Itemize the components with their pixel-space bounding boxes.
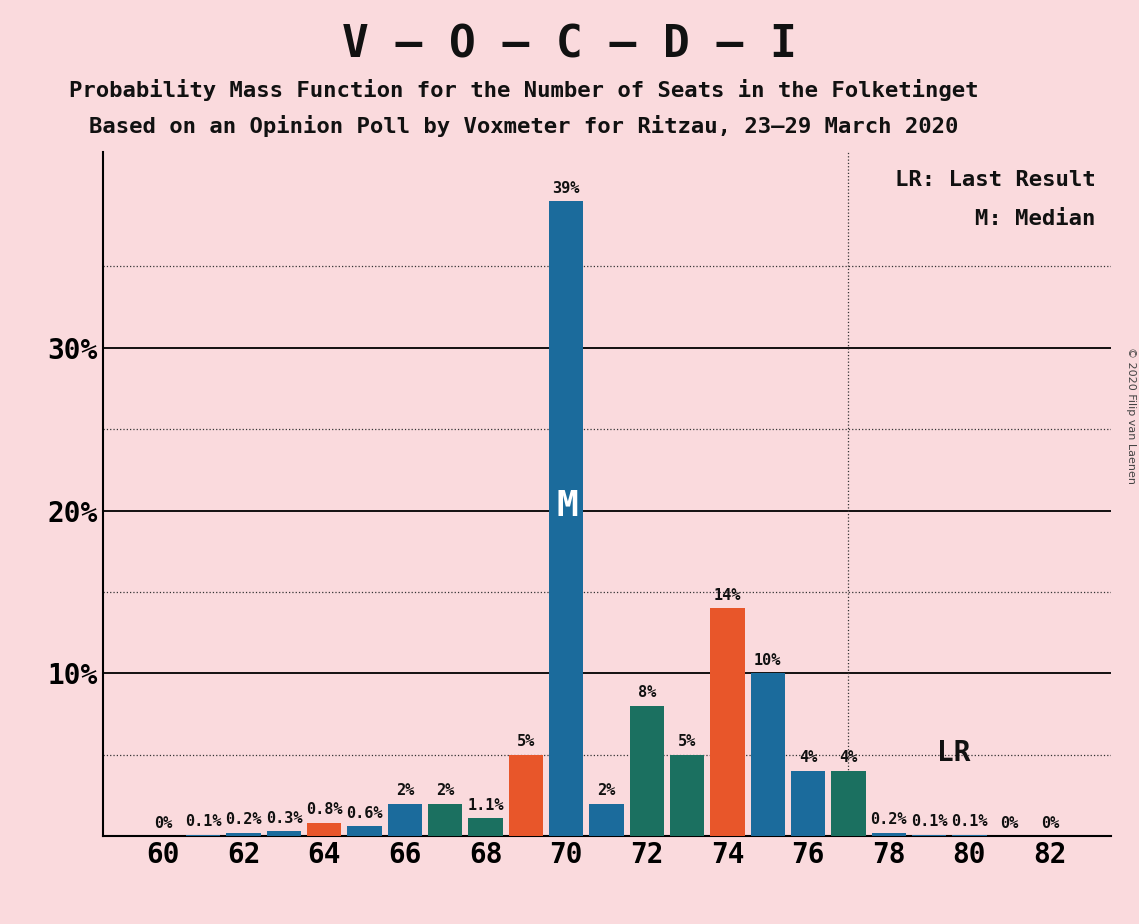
Text: 4%: 4% (839, 750, 858, 765)
Text: 0.2%: 0.2% (226, 812, 262, 827)
Text: 0.1%: 0.1% (911, 814, 948, 829)
Text: 0%: 0% (154, 816, 172, 831)
Bar (186, 834, 221, 836)
Bar (428, 804, 462, 836)
Text: 39%: 39% (552, 180, 580, 196)
Text: M: M (556, 489, 577, 523)
Text: 0.3%: 0.3% (265, 810, 302, 826)
Text: V – O – C – D – I: V – O – C – D – I (342, 23, 797, 67)
Bar (347, 826, 382, 836)
Bar (549, 201, 583, 836)
Text: M: Median: M: Median (975, 209, 1096, 228)
Text: LR: Last Result: LR: Last Result (895, 170, 1096, 189)
Bar (589, 804, 624, 836)
Text: 4%: 4% (798, 750, 818, 765)
Bar (308, 823, 342, 836)
Text: 5%: 5% (517, 735, 535, 749)
Bar (227, 833, 261, 836)
Text: 8%: 8% (638, 686, 656, 700)
Text: Based on an Opinion Poll by Voxmeter for Ritzau, 23–29 March 2020: Based on an Opinion Poll by Voxmeter for… (89, 115, 959, 137)
Text: 10%: 10% (754, 652, 781, 668)
Bar (670, 755, 704, 836)
Text: LR: LR (937, 739, 970, 767)
Bar (831, 772, 866, 836)
Text: 0%: 0% (1000, 816, 1019, 831)
Text: 0.1%: 0.1% (185, 814, 222, 829)
Bar (509, 755, 543, 836)
Bar (468, 819, 502, 836)
Bar (871, 833, 906, 836)
Bar (711, 608, 745, 836)
Text: 5%: 5% (678, 735, 696, 749)
Text: 0.2%: 0.2% (870, 812, 907, 827)
Text: 0.8%: 0.8% (306, 803, 343, 818)
Text: © 2020 Filip van Laenen: © 2020 Filip van Laenen (1126, 347, 1136, 484)
Text: 0%: 0% (1041, 816, 1059, 831)
Bar (387, 804, 423, 836)
Bar (912, 834, 947, 836)
Text: Probability Mass Function for the Number of Seats in the Folketinget: Probability Mass Function for the Number… (69, 79, 978, 101)
Text: 2%: 2% (395, 783, 415, 798)
Bar (267, 832, 301, 836)
Text: 14%: 14% (714, 588, 741, 602)
Bar (790, 772, 826, 836)
Text: 2%: 2% (597, 783, 616, 798)
Text: 0.1%: 0.1% (951, 814, 988, 829)
Bar (751, 674, 785, 836)
Bar (952, 834, 986, 836)
Bar (630, 706, 664, 836)
Text: 0.6%: 0.6% (346, 806, 383, 821)
Text: 2%: 2% (436, 783, 454, 798)
Text: 1.1%: 1.1% (467, 797, 503, 812)
